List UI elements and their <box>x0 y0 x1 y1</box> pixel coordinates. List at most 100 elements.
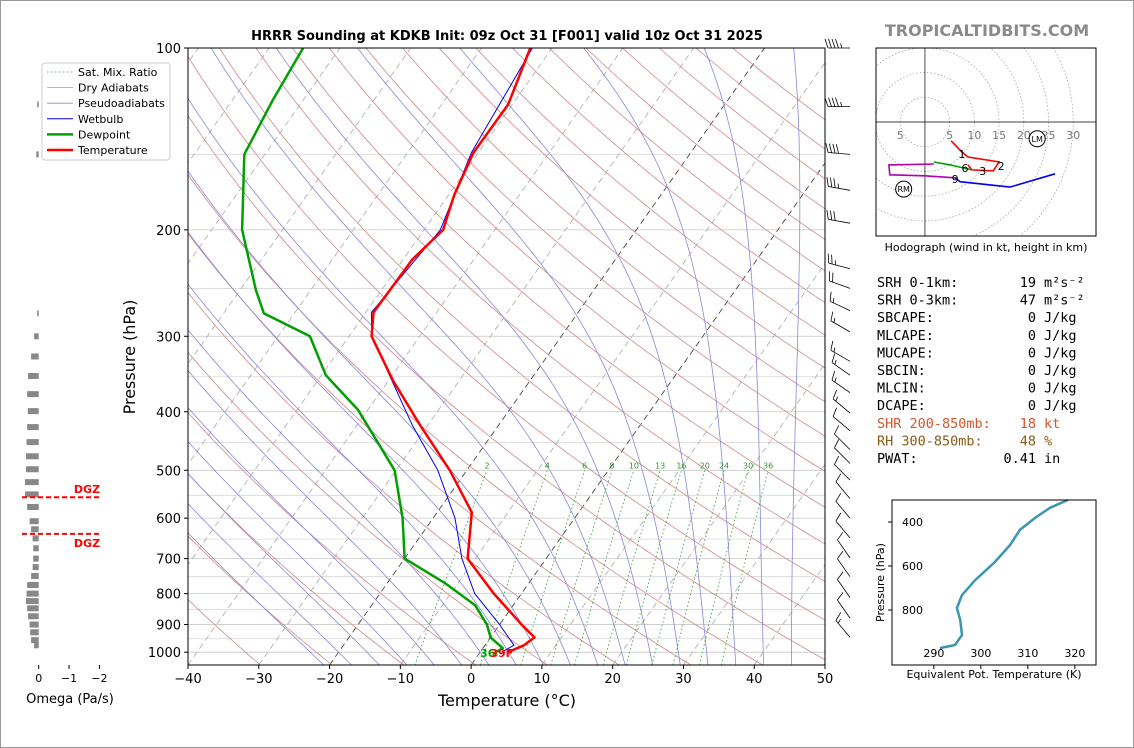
pseudoadiabat <box>188 532 324 665</box>
param-label: PWAT: <box>877 451 918 467</box>
hodograph-frame <box>875 47 1097 237</box>
y-tick-label: 400 <box>156 406 181 421</box>
y-axis-label: Pressure (hPa) <box>120 300 139 415</box>
omega-bar <box>32 564 39 571</box>
pseudoadiabat <box>791 48 801 665</box>
param-value: 47 <box>1020 293 1036 309</box>
omega-bar <box>26 590 39 597</box>
omega-bar <box>31 573 39 580</box>
y-tick-label: 200 <box>156 224 181 239</box>
legend-label: Dewpoint <box>78 128 131 141</box>
param-unit: J/kg <box>1044 310 1077 326</box>
wind-barb <box>826 177 851 191</box>
theta-e-frame <box>891 499 1097 666</box>
param-label: MUCAPE: <box>877 345 934 361</box>
param-label: SHR 200-850mb: <box>877 416 991 432</box>
wind-barb <box>830 340 851 362</box>
param-unit: J/kg <box>1044 363 1077 379</box>
chart-title: HRRR Sounding at KDKB Init: 09z Oct 31 [… <box>251 29 763 44</box>
storm-motion-label: RM <box>897 185 910 194</box>
ring-label: 15 <box>992 129 1006 142</box>
plot-frame <box>187 47 826 666</box>
x-tick-label: −2 <box>91 672 107 685</box>
wind-barb <box>837 531 851 559</box>
pseudoadiabat <box>459 48 709 665</box>
x-tick-label: 40 <box>746 672 763 687</box>
param-value: 0.41 <box>1003 451 1036 467</box>
pseudoadiabat <box>188 369 462 665</box>
param-value: 0 <box>1028 345 1036 361</box>
dry-adiabat <box>255 48 825 545</box>
omega-bar <box>30 629 39 636</box>
x-tick-label: 0 <box>35 672 42 685</box>
legend-label: Temperature <box>77 144 148 157</box>
mixing-ratio-label: 30 <box>743 461 753 470</box>
hodograph-area <box>876 48 1096 236</box>
x-tick-label: −20 <box>316 672 343 687</box>
wind-barb <box>835 473 851 499</box>
x-tick-label: 310 <box>1017 647 1038 660</box>
pseudoadiabat <box>583 48 737 665</box>
dry-adiabat <box>188 535 333 665</box>
omega-bar <box>33 555 39 562</box>
mixing-ratio-line <box>479 470 548 665</box>
wind-barb <box>830 311 851 333</box>
mixing-ratio-line <box>721 470 769 665</box>
param-label: SBCIN: <box>877 363 926 379</box>
wind-barb <box>835 492 851 519</box>
pseudoadiabat <box>188 406 435 665</box>
wind-barb <box>824 97 850 107</box>
omega-bar <box>36 151 39 158</box>
wind-barb <box>825 143 851 155</box>
dry-adiabat <box>328 48 825 472</box>
param-value: 0 <box>1028 398 1036 414</box>
omega-bar <box>25 479 39 486</box>
y-tick-label: 1000 <box>148 646 181 661</box>
y-tick-label: 600 <box>902 560 923 573</box>
hodograph-segment <box>954 173 1056 188</box>
omega-bar <box>31 353 39 360</box>
dry-adiabat <box>188 115 825 661</box>
wind-barb <box>831 353 851 376</box>
hodograph-segment <box>933 161 973 171</box>
dry-adiabat <box>365 48 825 437</box>
wind-barb <box>826 209 851 224</box>
pseudoadiabat <box>188 283 517 665</box>
height-label: 6 <box>961 162 968 175</box>
dry-adiabat <box>512 48 825 304</box>
dry-adiabat <box>188 412 476 665</box>
mixing-ratio-label: 6 <box>582 461 587 470</box>
isotherm <box>188 48 624 665</box>
omega-bar <box>25 491 39 498</box>
storm-motion <box>1028 130 1046 148</box>
omega-bar <box>29 518 39 525</box>
param-unit: J/kg <box>1044 345 1077 361</box>
wind-barb <box>835 612 851 638</box>
legend-label: Sat. Mix. Ratio <box>78 66 158 79</box>
ring-label: 5 <box>897 129 904 142</box>
wind-barb <box>828 271 851 289</box>
wind-barb <box>834 425 851 450</box>
mixing-ratio-label: 16 <box>676 461 686 470</box>
param-unit: m²s⁻² <box>1044 275 1085 291</box>
pseudoadiabat <box>703 48 765 665</box>
omega-bar <box>25 466 39 473</box>
legend-label: Dry Adiabats <box>78 82 149 95</box>
param-value: 0 <box>1028 310 1036 326</box>
param-label: SBCAPE: <box>877 310 934 326</box>
wind-barb <box>837 550 851 577</box>
omega-bar <box>25 598 39 605</box>
ring-label: 20 <box>1017 129 1031 142</box>
mixing-ratio-label: 2 <box>484 461 489 470</box>
omega-bar <box>27 408 39 415</box>
dry-adiabat <box>402 48 825 403</box>
wind-barb <box>824 38 850 49</box>
y-tick-label: 300 <box>156 330 181 345</box>
legend: Sat. Mix. Ratio Dry Adiabats Pseudoadiabat… <box>41 62 171 161</box>
x-tick-label: −1 <box>61 672 77 685</box>
isotherm <box>541 262 825 665</box>
height-label: 3 <box>979 165 986 178</box>
omega-bar <box>29 621 39 628</box>
param-unit: % <box>1044 433 1052 449</box>
height-label: 2 <box>998 160 1005 173</box>
